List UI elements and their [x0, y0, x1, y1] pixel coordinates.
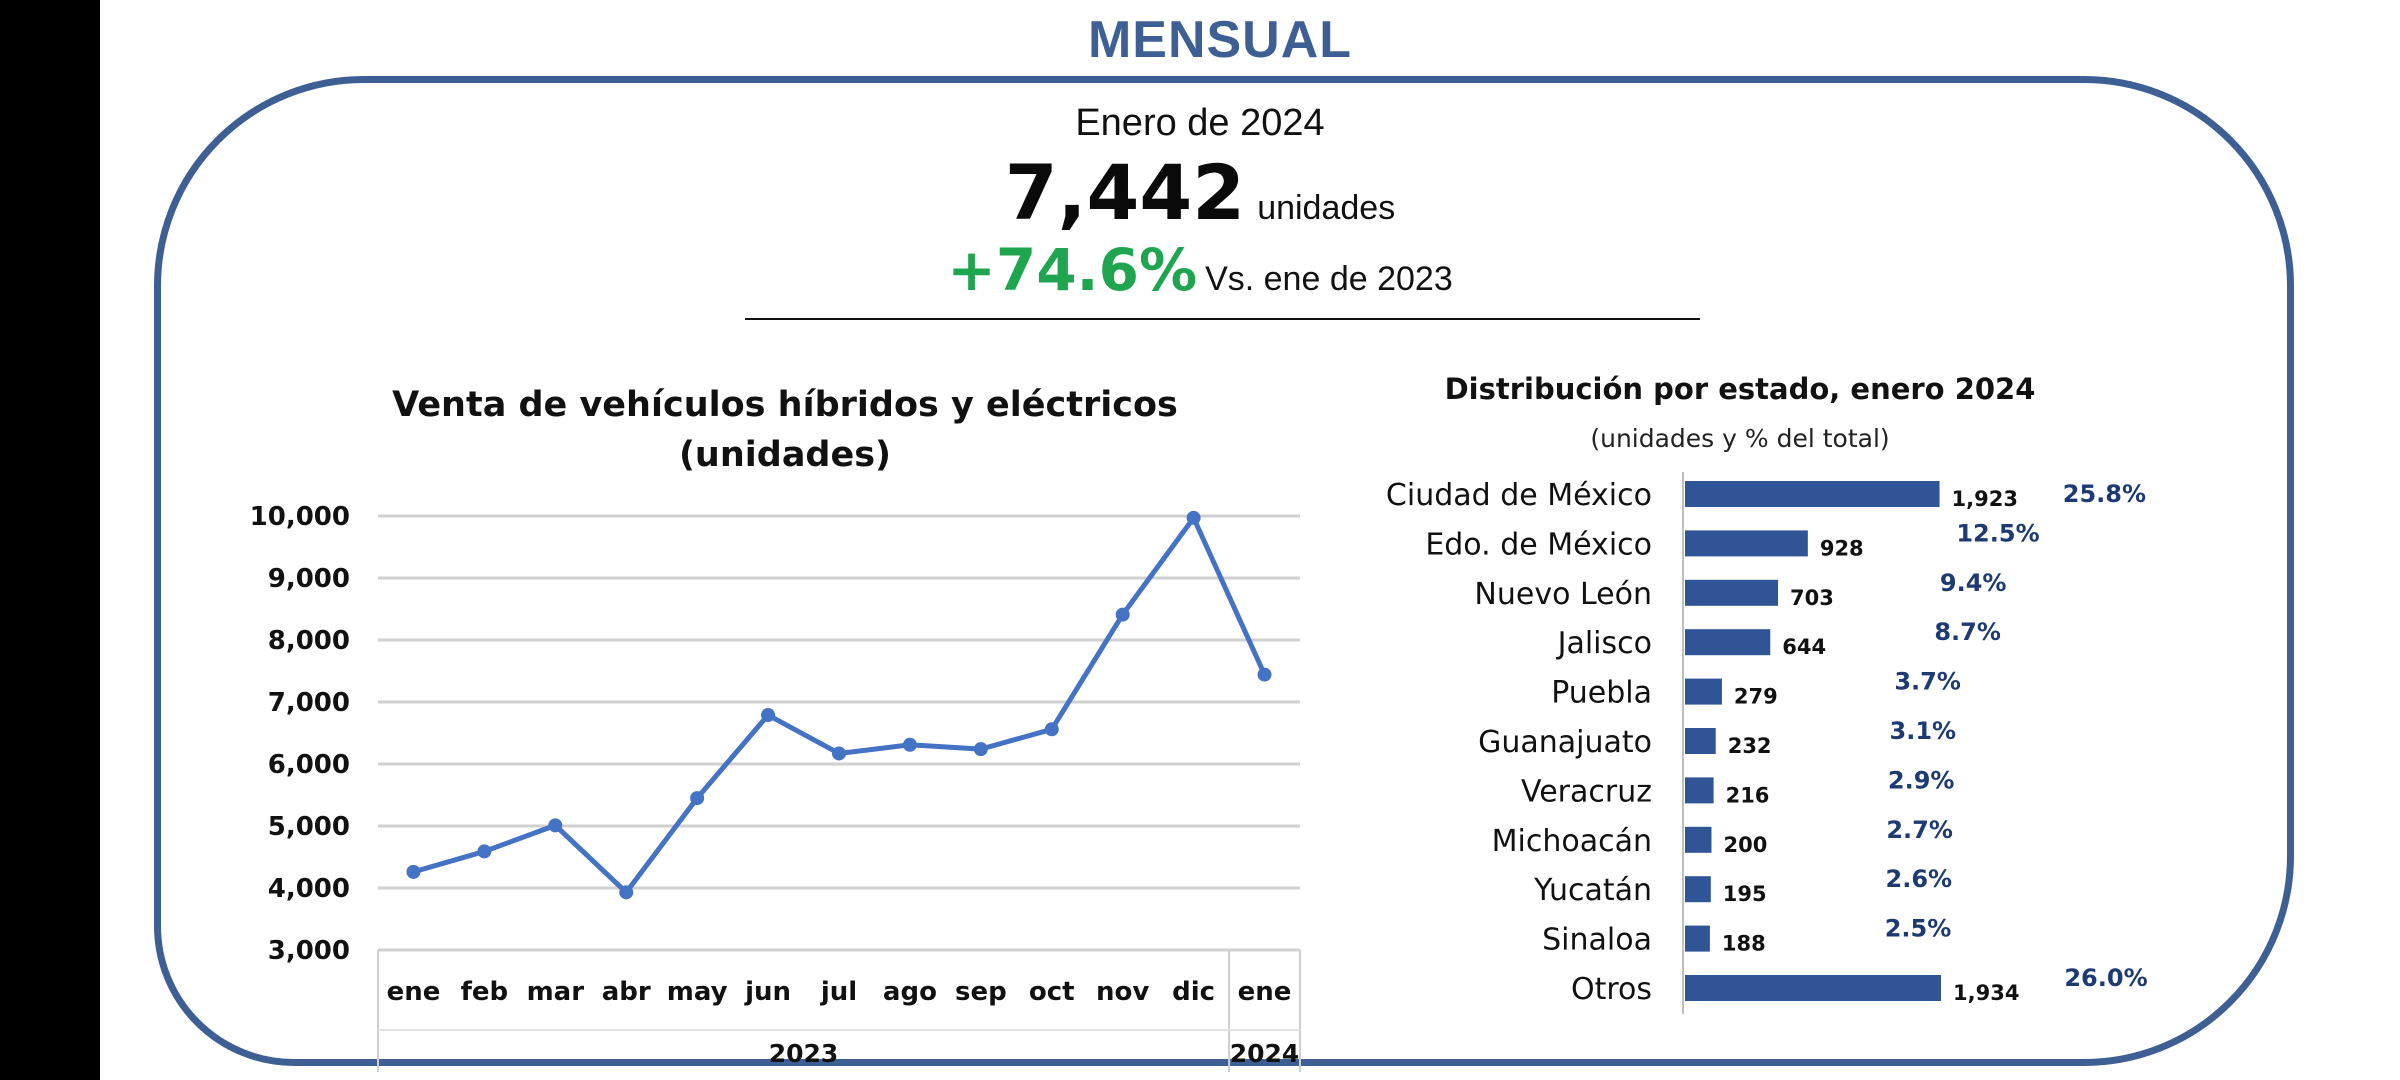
bar-percent-label: 3.1%	[1890, 717, 1957, 745]
bar-percent-label: 2.7%	[1886, 816, 1953, 844]
bar-chart-title: Distribución por estado, enero 2024	[1444, 372, 2036, 406]
x-tick-label: sep	[955, 977, 1007, 1007]
y-tick-label: 7,000	[268, 688, 350, 718]
x-tick-label: may	[667, 977, 728, 1007]
data-point	[973, 742, 988, 757]
line-chart-title: Venta de vehículos híbridos y eléctricos…	[360, 380, 1210, 480]
bar-percent-label: 12.5%	[1956, 519, 2039, 547]
x-tick-label: abr	[602, 977, 651, 1007]
x-tick-label: dic	[1172, 977, 1215, 1007]
x-tick-label: ago	[883, 977, 937, 1007]
data-point	[406, 864, 421, 879]
data-point	[832, 746, 846, 761]
state-label: Michoacán	[1492, 824, 1652, 859]
y-tick-label: 3,000	[268, 936, 350, 966]
state-label: Yucatán	[1533, 873, 1652, 908]
bar-percent-label: 2.6%	[1886, 865, 1953, 893]
state-label: Edo. de México	[1425, 527, 1652, 562]
bar	[1685, 579, 1779, 606]
line-chart-title-main: Venta de vehículos híbridos y eléctricos	[392, 385, 1178, 425]
x-group-label: 2024	[1230, 1039, 1300, 1068]
bar-value-label: 928	[1820, 536, 1864, 560]
bar	[1685, 481, 1940, 507]
state-label: Ciudad de México	[1386, 478, 1652, 513]
section-title: MENSUAL	[1087, 11, 1353, 69]
bar	[1685, 678, 1722, 705]
bar	[1685, 777, 1714, 804]
total-units-value: 7,442	[1004, 148, 1246, 237]
state-label: Guanajuato	[1478, 725, 1652, 760]
data-point	[902, 737, 917, 752]
bar-value-label: 232	[1728, 734, 1772, 758]
x-tick-label: ene	[387, 977, 441, 1007]
y-tick-label: 8,000	[268, 626, 350, 656]
bar-value-label: 195	[1723, 882, 1767, 906]
bar-percent-label: 9.4%	[1940, 569, 2007, 597]
bar-percent-label: 26.0%	[2064, 964, 2147, 992]
header-divider	[745, 318, 1700, 320]
bar-percent-label: 2.9%	[1888, 766, 1955, 794]
y-tick-label: 6,000	[268, 750, 350, 780]
state-label: Nuevo León	[1474, 577, 1652, 612]
left-black-band	[0, 0, 100, 1080]
bar	[1685, 975, 1941, 1001]
data-point	[1115, 607, 1130, 622]
x-tick-label: ene	[1238, 977, 1292, 1007]
y-tick-label: 4,000	[268, 874, 350, 904]
state-label: Veracruz	[1521, 774, 1652, 809]
y-tick-label: 10,000	[250, 502, 350, 532]
x-group-label: 2023	[769, 1039, 839, 1068]
state-label: Otros	[1571, 972, 1652, 1007]
data-point	[690, 791, 705, 806]
yoy-change-label: Vs. ene de 2023	[1205, 260, 1453, 298]
bar	[1685, 925, 1710, 952]
x-tick-label: oct	[1029, 977, 1075, 1007]
data-point	[761, 708, 776, 723]
line-chart-title-sub: (unidades)	[678, 435, 892, 475]
state-label: Sinaloa	[1542, 923, 1652, 958]
data-point	[1257, 667, 1272, 682]
bar	[1685, 876, 1711, 903]
x-tick-label: mar	[527, 977, 585, 1007]
bar-value-label: 1,923	[1952, 487, 2018, 511]
x-tick-label: nov	[1096, 977, 1149, 1007]
bar	[1685, 728, 1716, 754]
x-tick-label: jun	[744, 977, 791, 1007]
total-units: 7,442 unidades	[0, 148, 2400, 257]
bar-percent-label: 2.5%	[1885, 915, 1952, 943]
bar	[1685, 530, 1808, 557]
bar-percent-label: 3.7%	[1894, 668, 1961, 696]
yoy-change: +74.6% Vs. ene de 2023	[0, 236, 2400, 319]
yoy-change-value: +74.6%	[947, 236, 1198, 304]
bar-value-label: 188	[1722, 932, 1766, 956]
bar-value-label: 200	[1723, 833, 1767, 857]
x-tick-label: jul	[820, 977, 857, 1007]
bar-value-label: 703	[1790, 586, 1834, 610]
bar-value-label: 1,934	[1953, 981, 2019, 1005]
bar-percent-label: 8.7%	[1934, 618, 2001, 646]
period-label: Enero de 2024	[1075, 102, 1325, 144]
bar-value-label: 279	[1734, 685, 1778, 709]
bar-value-label: 216	[1726, 783, 1770, 807]
bar	[1685, 826, 1712, 853]
y-tick-label: 9,000	[268, 564, 350, 594]
state-label: Jalisco	[1556, 626, 1652, 661]
data-point	[619, 885, 634, 900]
bar-chart-subtitle: (unidades y % del total)	[1590, 424, 1890, 453]
y-tick-label: 5,000	[268, 812, 350, 842]
total-units-unit: unidades	[1257, 189, 1396, 227]
bar	[1685, 629, 1771, 656]
data-point	[1186, 510, 1201, 525]
summary-frame	[154, 76, 2294, 1066]
data-point	[477, 844, 492, 859]
data-point	[548, 818, 563, 833]
bar-percent-label: 25.8%	[2063, 480, 2146, 508]
bar-value-label: 644	[1782, 635, 1826, 659]
x-tick-label: feb	[461, 977, 509, 1007]
state-label: Puebla	[1551, 676, 1652, 711]
data-point	[1044, 722, 1059, 737]
